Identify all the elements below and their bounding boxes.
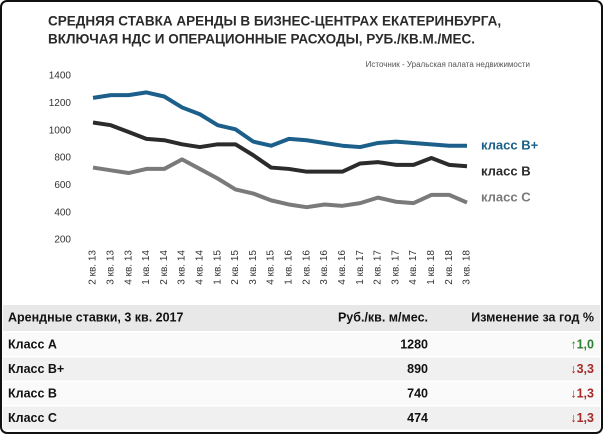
x-tick-label: 2 кв. 18 xyxy=(444,250,455,285)
table-row-bg xyxy=(3,382,600,405)
row-value: 474 xyxy=(407,411,428,425)
x-tick-label: 2 кв. 14 xyxy=(159,250,170,285)
table-row-bg xyxy=(3,357,600,381)
x-tick-label: 1 кв. 14 xyxy=(141,250,152,285)
x-tick-label: 1 кв. 17 xyxy=(355,250,366,285)
y-tick-label: 1400 xyxy=(49,71,72,82)
line xyxy=(92,157,468,210)
row-value: 1280 xyxy=(400,337,428,351)
x-tick-label: 1 кв. 18 xyxy=(426,250,437,285)
x-tick-label: 4 кв. 16 xyxy=(337,250,348,285)
series-label: класс В+ xyxy=(481,137,539,152)
chart-title: СРЕДНЯЯ СТАВКА АРЕНДЫ В БИЗНЕС-ЦЕНТРАХ Е… xyxy=(48,14,501,29)
table-header: Арендные ставки, 3 кв. 2017 xyxy=(8,310,184,324)
y-tick-label: 200 xyxy=(54,235,71,246)
x-tick-label: 3 кв. 14 xyxy=(177,250,188,285)
x-tick-label: 4 кв. 13 xyxy=(123,250,134,285)
x-tick-label: 4 кв. 17 xyxy=(408,250,419,285)
x-tick-label: 3 кв. 18 xyxy=(462,250,473,285)
x-tick-label: 2 кв. 16 xyxy=(301,250,312,285)
table-row-bg xyxy=(3,333,600,356)
row-change: ↓1,3 xyxy=(570,411,594,425)
y-tick-label: 400 xyxy=(54,207,71,218)
y-tick-label: 1000 xyxy=(49,125,72,136)
x-tick-label: 3 кв. 17 xyxy=(390,250,401,285)
table-header: Изменение за год % xyxy=(471,310,594,324)
table-row-bg xyxy=(3,406,600,430)
chart-title: ВКЛЮЧАЯ НДС И ОПЕРАЦИОННЫЕ РАСХОДЫ, РУБ.… xyxy=(48,32,475,47)
row-change: ↓3,3 xyxy=(570,362,594,376)
table-header: Руб./кв. м/мес. xyxy=(338,310,428,324)
x-tick-label: 3 кв. 13 xyxy=(105,250,116,285)
row-name: Класс А xyxy=(8,337,57,351)
line xyxy=(92,120,468,174)
x-tick-label: 4 кв. 14 xyxy=(194,250,205,285)
row-value: 740 xyxy=(407,386,428,400)
series-label: класс В xyxy=(481,163,531,178)
source: Источник - Уральская палата недвижимости xyxy=(366,60,530,69)
row-value: 890 xyxy=(407,362,428,376)
table-header-bg xyxy=(3,305,600,331)
row-change: ↓1,3 xyxy=(570,386,594,400)
line xyxy=(92,90,467,150)
x-tick-label: 2 кв. 13 xyxy=(88,250,99,285)
x-tick-label: 2 кв. 17 xyxy=(373,250,384,285)
y-tick-label: 800 xyxy=(54,153,71,164)
x-tick-label: 3 кв. 16 xyxy=(319,250,330,285)
series-label: класс С xyxy=(481,189,531,204)
y-tick-label: 600 xyxy=(54,180,71,191)
y-tick-label: 1200 xyxy=(49,98,72,109)
x-tick-label: 1 кв. 16 xyxy=(284,250,295,285)
x-tick-label: 3 кв. 15 xyxy=(248,250,259,285)
row-name: Класс С xyxy=(8,411,57,425)
x-tick-label: 1 кв. 15 xyxy=(212,250,223,285)
row-name: Класс В+ xyxy=(8,362,64,376)
x-tick-label: 4 кв. 15 xyxy=(266,250,277,285)
row-change: ↑1,0 xyxy=(570,337,594,351)
x-tick-label: 2 кв. 15 xyxy=(230,250,241,285)
row-name: Класс В xyxy=(8,386,57,400)
